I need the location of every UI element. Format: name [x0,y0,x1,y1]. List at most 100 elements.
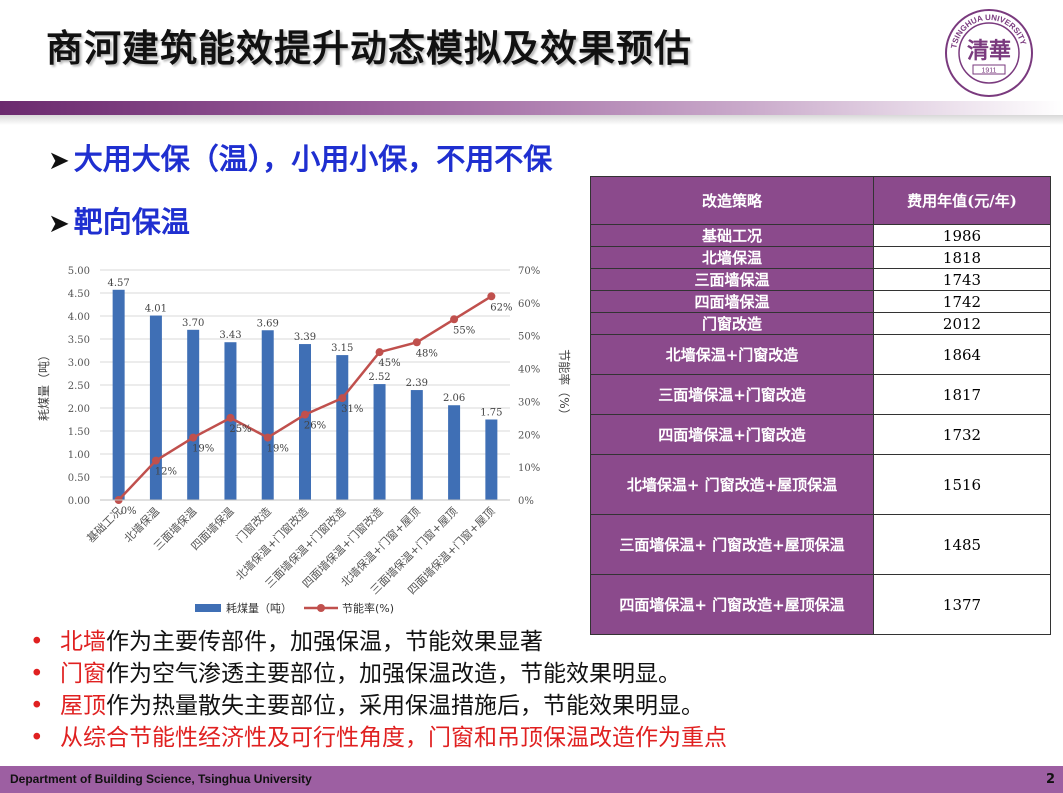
legend-label-savings: 节能率(%) [342,601,394,615]
bullet-dot: • [30,693,44,719]
left-tick-label: 0.50 [68,473,90,484]
note-item: • 北墙作为主要传部件，加强保温，节能效果显著 [30,626,727,658]
table-row: 北墙保温+ 门窗改造+屋顶保温 1516 [590,454,1051,515]
left-tick-label: 1.50 [68,427,90,438]
savings-point [151,456,160,465]
cost-cell: 1864 [873,334,1051,375]
coal-value-label: 4.01 [145,304,167,315]
coal-bar [149,315,162,500]
coal-bar [112,289,125,500]
savings-point [375,348,384,357]
savings-point [226,413,235,422]
savings-point [189,433,198,442]
savings-value-label: 19% [267,444,289,455]
note-highlight: 门窗 [60,661,106,687]
right-tick-label: 20% [518,430,540,441]
left-tick-label: 3.00 [68,358,90,369]
savings-point [301,410,309,419]
strategy-cell: 门窗改造 [590,312,874,335]
savings-value-label: 45% [378,358,400,369]
note-highlight: 北墙 [60,629,106,655]
savings-value-label: 26% [304,421,326,432]
strategy-cell: 北墙保温+门窗改造 [590,334,874,375]
header-cost: 费用年值(元/年) [873,176,1051,225]
strategy-cell: 三面墙保温+门窗改造 [590,374,874,415]
left-tick-label: 1.00 [68,450,90,461]
note-text: 作为热量散失主要部位，采用保温措施后，节能效果明显。 [106,693,704,719]
cost-cell: 1377 [873,574,1051,635]
table-row: 三面墙保温+ 门窗改造+屋顶保温 1485 [590,514,1051,575]
strategy-cell: 基础工况 [590,224,874,247]
coal-value-label: 4.57 [108,278,130,289]
savings-value-label: 25% [229,424,251,435]
table-row: 基础工况 1986 [590,224,1051,247]
coal-bar [448,405,461,500]
legend-swatch-coal [195,604,221,612]
note-item: • 从综合节能性经济性及可行性角度，门窗和吊顶保温改造作为重点 [30,722,727,754]
note-item: • 门窗作为空气渗透主要部位，加强保温改造，节能效果明显。 [30,658,727,690]
left-tick-label: 4.50 [68,289,90,300]
cost-cell: 1732 [873,414,1051,455]
table-row: 四面墙保温 1742 [590,290,1051,313]
left-tick-label: 2.00 [68,404,90,415]
strategy-cell: 北墙保温 [590,246,874,269]
title-band-shadow [0,115,1063,125]
coal-bar [410,390,423,500]
table-row: 三面墙保温+门窗改造 1817 [590,374,1051,415]
arrow-icon: ➤ [48,146,70,176]
logo-year: 1911 [981,68,996,75]
left-tick-label: 2.50 [68,381,90,392]
left-axis-label: 耗煤量（吨） [37,349,51,421]
coal-bar [261,330,274,500]
footer-department: Department of Building Science, Tsinghua… [10,772,312,786]
coal-savings-chart: 0.00 0.50 1.00 1.50 2.00 2.50 3.00 3.50 4.00 4.50… [37,266,572,615]
savings-point [487,292,496,301]
coal-value-label: 3.69 [257,318,279,329]
bullet-dot: • [30,661,44,687]
savings-value-label: 0% [121,506,137,517]
table-header-row: 改造策略 费用年值(元/年) [590,176,1051,225]
table-row: 四面墙保温+门窗改造 1732 [590,414,1051,455]
coal-value-label: 2.52 [368,372,390,383]
note-text: 作为主要传部件，加强保温，节能效果显著 [106,629,543,655]
savings-value-label: 48% [416,348,438,359]
savings-point [450,315,459,324]
legend-marker-savings [317,604,325,612]
savings-value-label: 62% [490,302,512,313]
strategy-cell: 三面墙保温 [590,268,874,291]
header-strategy: 改造策略 [590,176,874,225]
coal-value-label: 2.06 [443,393,465,404]
table-row: 四面墙保温+ 门窗改造+屋顶保温 1377 [590,574,1051,635]
coal-value-label: 3.39 [294,332,316,343]
note-highlight: 从综合节能性经济性及可行性角度，门窗和吊顶保温改造作为重点 [60,725,727,751]
coal-value-label: 3.70 [182,318,204,329]
cost-cell: 1742 [873,290,1051,313]
bullet-dot: • [30,629,44,655]
cost-cell: 1817 [873,374,1051,415]
arrow-icon: ➤ [48,209,70,239]
cost-cell: 1986 [873,224,1051,247]
left-tick-label: 0.00 [68,496,90,507]
strategy-cell: 三面墙保温+ 门窗改造+屋顶保温 [590,514,874,575]
tsinghua-logo: TSINGHUA UNIVERSITY 清華 1911 [945,9,1033,97]
table-row: 三面墙保温 1743 [590,268,1051,291]
savings-value-label: 31% [341,404,363,415]
legend-label-coal: 耗煤量（吨） [226,602,292,615]
right-axis-label: 节能率（%） [557,349,572,420]
table-row: 门窗改造 2012 [590,312,1051,335]
right-tick-label: 40% [518,365,540,376]
right-tick-label: 30% [518,397,540,408]
cost-cell: 1818 [873,246,1051,269]
coal-bar [336,355,349,500]
bullet-1: ➤ 大用大保（温），小用小保，不用不保 [48,136,552,178]
strategy-cell: 四面墙保温+门窗改造 [590,414,874,455]
coal-value-label: 1.75 [480,408,502,419]
svg-text:清華: 清華 [967,38,1011,64]
coal-value-label: 3.43 [219,330,241,341]
strategy-cost-table: 改造策略 费用年值(元/年) 基础工况 1986 北墙保温 1818 三面墙保温 1743… [590,176,1051,635]
strategy-cell: 四面墙保温 [590,290,874,313]
cost-cell: 2012 [873,312,1051,335]
right-tick-label: 10% [518,463,540,474]
right-tick-label: 50% [518,332,540,343]
left-tick-label: 4.00 [68,312,90,323]
